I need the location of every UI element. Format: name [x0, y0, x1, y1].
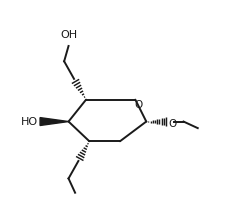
Polygon shape — [40, 118, 69, 125]
Text: O: O — [168, 119, 177, 129]
Text: O: O — [134, 100, 143, 110]
Text: HO: HO — [21, 117, 38, 127]
Text: OH: OH — [60, 30, 77, 40]
